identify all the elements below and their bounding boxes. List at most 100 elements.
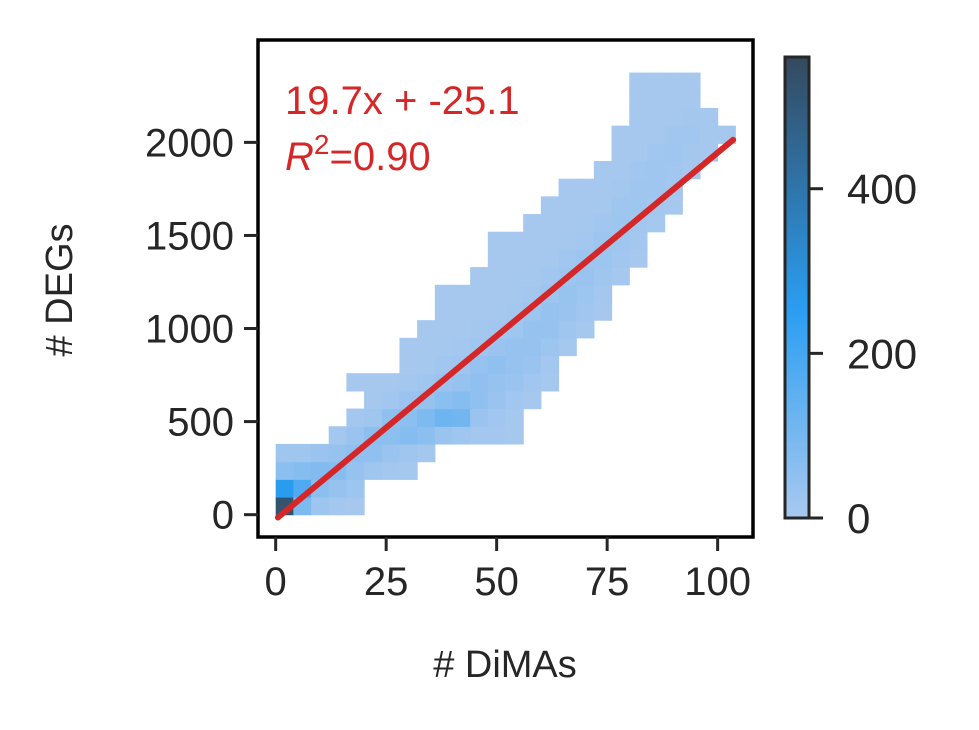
heatmap-bin <box>523 390 542 410</box>
heatmap-bin <box>558 214 577 233</box>
heatmap-bin <box>540 196 560 215</box>
heatmap-bin <box>646 160 666 180</box>
heatmap-bin <box>381 390 401 410</box>
x-tick-label: 0 <box>265 560 287 604</box>
heatmap-bin <box>540 302 560 321</box>
heatmap-bin <box>523 249 542 268</box>
heatmap-bin <box>576 267 595 286</box>
heatmap-bin <box>470 373 489 392</box>
heatmap-bin <box>364 443 383 463</box>
heatmap-bin <box>505 337 524 357</box>
heatmap-bin <box>593 267 613 286</box>
heatmap-bin <box>275 443 294 463</box>
heatmap-bin <box>346 408 365 427</box>
heatmap-bin <box>417 355 436 374</box>
heatmap-bin <box>699 107 719 127</box>
heatmap-bin <box>558 284 577 304</box>
heatmap-bin <box>558 320 577 339</box>
heatmap-bin <box>505 355 524 374</box>
heatmap-bin <box>328 443 347 463</box>
heatmap-bin <box>523 320 542 339</box>
heatmap-bin <box>470 355 489 374</box>
y-axis: 0 500 1000 1500 2000 <box>145 121 258 538</box>
colorbar-axis: 0 200 400 <box>809 166 917 542</box>
heatmap-bin <box>593 196 613 215</box>
heatmap-bin <box>558 178 577 197</box>
heatmap-bin <box>593 284 613 304</box>
heatmap-bin <box>611 196 630 215</box>
plot-frame <box>256 38 755 539</box>
x-tick-label: 25 <box>364 560 409 604</box>
regression-line <box>274 136 737 521</box>
heatmap-bin <box>523 284 542 304</box>
heatmap-bin <box>629 107 648 127</box>
heatmap-bin <box>434 408 454 427</box>
heatmap-bin <box>452 337 471 357</box>
heatmap-bin <box>505 390 524 410</box>
heatmap-bin <box>434 320 454 339</box>
heatmap-bin <box>558 337 577 357</box>
heatmap-bin <box>505 284 524 304</box>
heatmap-bin <box>487 426 507 445</box>
heatmap-bin <box>470 390 489 410</box>
y-tick-label: 1000 <box>145 308 234 352</box>
heatmap-bin <box>682 72 701 91</box>
heatmap-bin <box>540 214 560 233</box>
heatmap-bin <box>328 479 347 498</box>
heatmap-bin <box>452 390 471 410</box>
heatmap-bin <box>646 90 666 109</box>
colorbar <box>783 55 811 520</box>
x-axis: 0 25 50 75 100 <box>265 537 751 604</box>
heatmap-bin <box>452 408 471 427</box>
heatmap-bin <box>505 373 524 392</box>
heatmap-bin <box>593 178 613 197</box>
heatmap-bin <box>629 178 648 197</box>
heatmap-bin <box>399 426 418 445</box>
heatmap-bin <box>611 125 630 144</box>
heatmap-bin <box>311 496 330 516</box>
heatmap-bin <box>576 196 595 215</box>
heatmap-bin <box>434 302 454 321</box>
heatmap-bin <box>399 461 418 480</box>
heatmap-bin <box>452 426 471 445</box>
y-tick-label: 0 <box>212 494 234 538</box>
heatmap-bin <box>629 90 648 109</box>
heatmap-bin <box>364 461 383 480</box>
heatmap-bin <box>328 496 347 516</box>
heatmap-bin <box>558 249 577 268</box>
heatmap-bin <box>576 284 595 304</box>
heatmap-bin <box>540 373 560 392</box>
heatmap-bin <box>611 160 630 180</box>
heatmap-bin <box>576 320 595 339</box>
heatmap-bin <box>470 408 489 427</box>
heatmap-bin <box>629 249 648 268</box>
heatmap-bin <box>523 373 542 392</box>
x-tick-label: 75 <box>585 560 630 604</box>
heatmap-bin <box>576 178 595 197</box>
colorbar-tick-label: 200 <box>847 330 917 377</box>
heatmap-bin <box>293 443 312 463</box>
heatmap-bin <box>505 231 524 251</box>
heatmap-bin <box>346 426 365 445</box>
heatmap-bin <box>540 355 560 374</box>
heatmap-bin <box>682 125 701 144</box>
heatmap-bin <box>558 231 577 251</box>
heatmap-bin <box>629 143 648 162</box>
heatmap-bin <box>523 214 542 233</box>
heatmap-bin <box>470 320 489 339</box>
heatmap-bin <box>558 196 577 215</box>
x-tick-label: 100 <box>684 560 751 604</box>
heatmap-bin <box>540 337 560 357</box>
heatmap-bin <box>611 267 630 286</box>
heatmap-bin <box>540 320 560 339</box>
heatmap-bin <box>346 496 365 516</box>
heatmap-bin <box>682 107 701 127</box>
heatmap-bin <box>629 231 648 251</box>
heatmap-bin <box>646 178 666 197</box>
heatmap-bin <box>346 479 365 498</box>
heatmap-bin <box>417 337 436 357</box>
heatmap-bin <box>540 267 560 286</box>
heatmap-bin <box>593 160 613 180</box>
heatmap-bin <box>381 443 401 463</box>
heatmap-bin <box>381 461 401 480</box>
